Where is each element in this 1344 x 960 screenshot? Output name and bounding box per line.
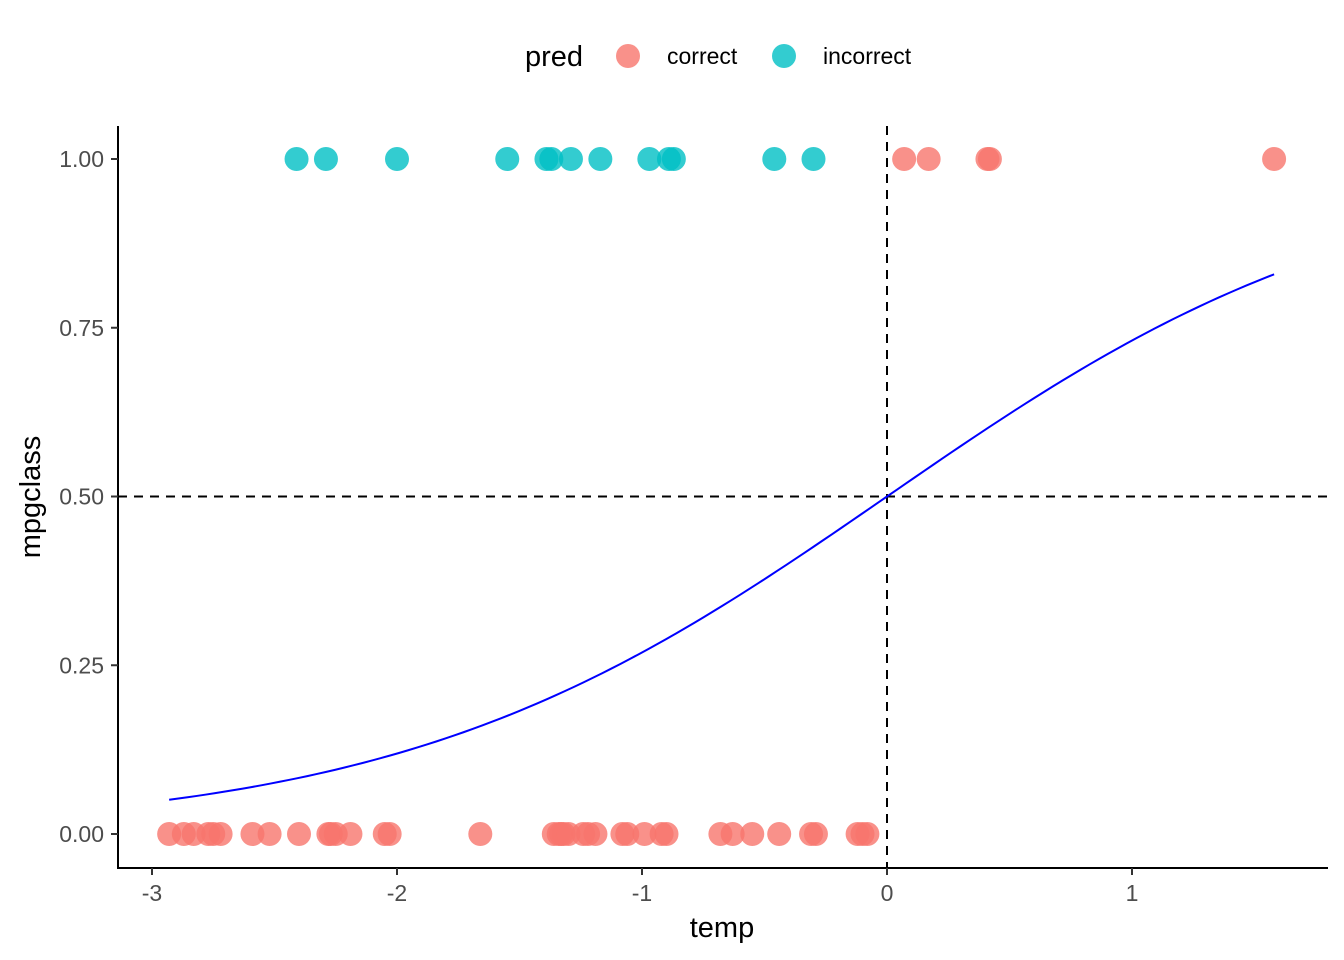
- data-point-correct: [338, 822, 363, 846]
- data-point-correct: [287, 822, 311, 846]
- data-point-correct: [892, 147, 917, 171]
- data-point-incorrect: [661, 147, 686, 171]
- x-tick-label: -3: [142, 880, 162, 906]
- data-point-correct: [615, 822, 640, 846]
- data-point-incorrect: [762, 147, 787, 171]
- x-axis-title: temp: [690, 912, 754, 944]
- y-tick-label: 0.75: [59, 315, 104, 341]
- data-point-correct: [740, 822, 765, 846]
- data-point-incorrect: [539, 147, 564, 171]
- data-point-incorrect: [558, 147, 583, 171]
- y-tick-label: 0.00: [59, 821, 104, 847]
- data-point-correct: [916, 147, 941, 171]
- data-point-correct: [855, 822, 880, 846]
- data-point-correct: [654, 822, 679, 846]
- legend-title: pred: [525, 41, 583, 73]
- logistic-fit-curve: [169, 273, 1275, 801]
- data-point-correct: [257, 822, 282, 846]
- data-point-incorrect: [284, 147, 309, 171]
- data-point-correct: [767, 822, 792, 846]
- legend-key-correct: [616, 44, 640, 68]
- legend-label-correct: correct: [667, 43, 738, 69]
- data-point-incorrect: [385, 147, 409, 171]
- legend-label-incorrect: incorrect: [823, 43, 912, 69]
- data-point-correct: [803, 822, 828, 846]
- data-point-correct: [377, 822, 402, 846]
- data-point-correct: [720, 822, 745, 846]
- data-point-incorrect: [313, 147, 338, 171]
- data-points: [157, 147, 1287, 846]
- x-tick-label: 1: [1126, 880, 1139, 906]
- data-point-incorrect: [588, 147, 613, 171]
- data-point-correct: [240, 822, 265, 846]
- data-point-correct: [208, 822, 233, 846]
- x-tick-label: 0: [881, 880, 894, 906]
- data-point-incorrect: [801, 147, 826, 171]
- legend-key-incorrect: [772, 44, 796, 68]
- x-axis-ticks: -3 -2 -1 0 1: [142, 868, 1139, 906]
- y-axis-ticks: 0.00 0.25 0.50 0.75 1.00: [59, 146, 118, 847]
- data-point-incorrect: [637, 147, 662, 171]
- y-axis-title: mpgclass: [15, 436, 47, 559]
- data-point-correct: [1262, 147, 1287, 171]
- legend: pred correct incorrect: [525, 41, 912, 73]
- data-point-correct: [468, 822, 493, 846]
- y-tick-label: 1.00: [59, 146, 104, 172]
- y-tick-label: 0.50: [59, 484, 104, 510]
- y-tick-label: 0.25: [59, 652, 104, 678]
- x-tick-label: -2: [387, 880, 407, 906]
- data-point-incorrect: [495, 147, 520, 171]
- x-tick-label: -1: [632, 880, 652, 906]
- data-point-correct: [632, 822, 657, 846]
- data-point-correct: [583, 822, 608, 846]
- data-point-correct: [977, 147, 1002, 171]
